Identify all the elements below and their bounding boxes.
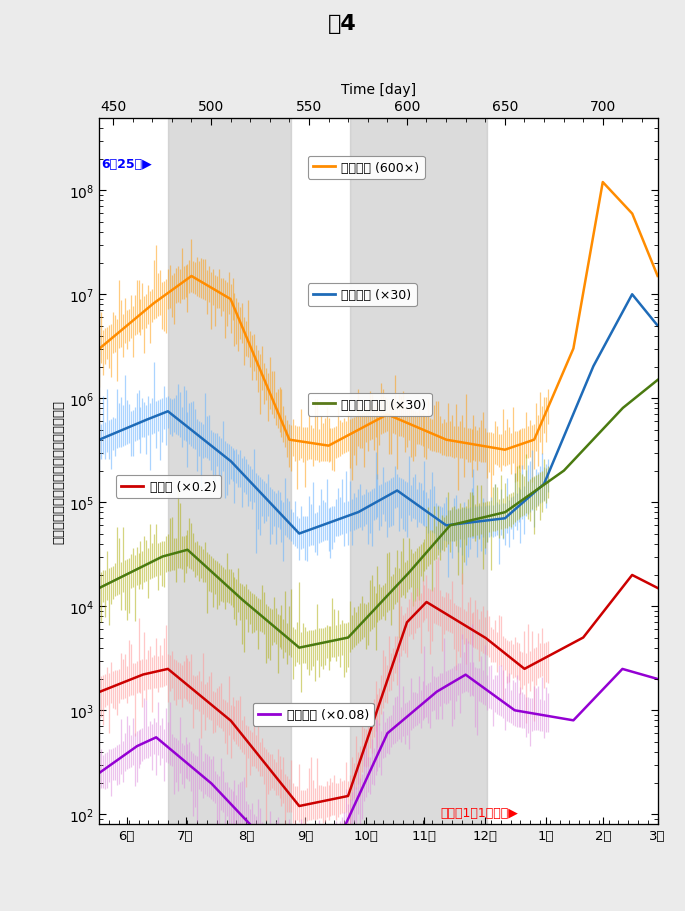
X-axis label: Time [day]: Time [day]: [341, 83, 416, 97]
Text: 図4: 図4: [328, 14, 357, 34]
Legend: ベルギー (×0.08): ベルギー (×0.08): [253, 703, 374, 726]
Text: 現在（1月1７日）▶: 現在（1月1７日）▶: [440, 805, 518, 819]
Text: 6月25日▶: 6月25日▶: [101, 158, 152, 171]
Bar: [350, 118, 487, 824]
Y-axis label: 日毎の新規陽性者数（予測線とデータ）: 日毎の新規陽性者数（予測線とデータ）: [52, 400, 65, 543]
Bar: [168, 118, 291, 824]
